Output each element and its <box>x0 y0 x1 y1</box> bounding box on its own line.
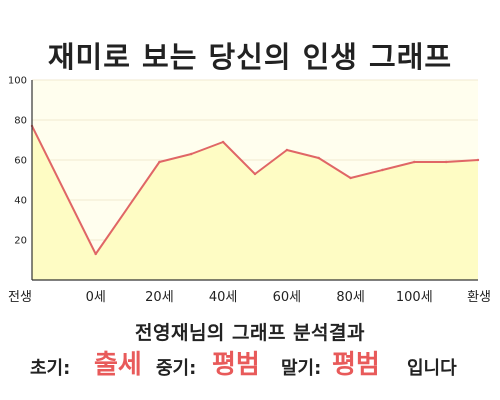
data-point-1 <box>94 252 97 256</box>
early-value: 출세 <box>94 350 142 380</box>
data-point-6 <box>285 148 289 152</box>
late-label: 말기: <box>281 358 322 379</box>
x-tick-label-1: 0세 <box>86 290 106 305</box>
data-point-9 <box>381 168 384 172</box>
mid-value: 평범 <box>212 350 260 380</box>
analysis-result: 초기: 출세 중기: 평범 말기: 평범 입니다 <box>0 348 500 382</box>
x-tick-label-2: 20세 <box>145 290 174 305</box>
data-point-10 <box>413 160 416 164</box>
x-tick-label-6: 100세 <box>396 290 433 305</box>
mid-label: 중기: <box>156 358 197 379</box>
late-value: 평범 <box>332 350 380 380</box>
series-area-fill <box>32 126 478 280</box>
data-point-4 <box>221 140 225 144</box>
data-point-12 <box>476 158 480 162</box>
x-tick-label-0: 전생 <box>8 290 32 305</box>
early-label: 초기: <box>30 358 71 379</box>
data-point-5 <box>253 172 257 176</box>
ending-text: 입니다 <box>407 358 457 379</box>
x-tick-label-7: 환생 <box>467 290 491 305</box>
y-tick-label-60: 60 <box>14 156 27 167</box>
data-point-11 <box>444 160 448 164</box>
x-tick-label-4: 60세 <box>273 290 302 305</box>
x-tick-label-5: 80세 <box>336 290 365 305</box>
chart-title: 재미로 보는 당신의 인생 그래프 <box>47 40 453 74</box>
y-tick-label-100: 100 <box>8 76 27 87</box>
data-point-3 <box>190 152 193 156</box>
data-point-7 <box>317 156 320 160</box>
analysis-heading: 전영재님의 그래프 분석결과 <box>135 322 365 344</box>
data-point-2 <box>158 160 161 164</box>
y-tick-label-40: 40 <box>14 196 27 207</box>
y-tick-label-20: 20 <box>14 236 27 247</box>
x-tick-label-3: 40세 <box>209 290 238 305</box>
y-tick-label-80: 80 <box>14 116 27 127</box>
data-point-8 <box>349 176 352 180</box>
